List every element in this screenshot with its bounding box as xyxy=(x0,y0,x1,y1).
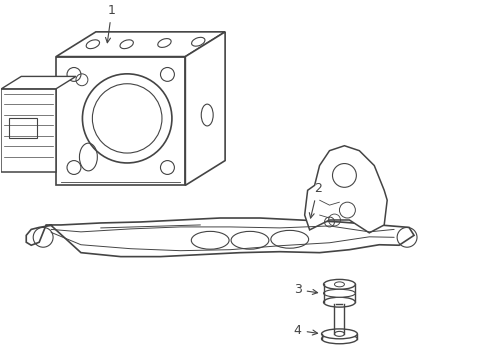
Text: 1: 1 xyxy=(105,4,116,43)
Ellipse shape xyxy=(323,297,355,307)
Polygon shape xyxy=(56,32,224,57)
Text: 4: 4 xyxy=(293,324,317,337)
Polygon shape xyxy=(1,89,56,172)
Ellipse shape xyxy=(321,334,357,344)
Polygon shape xyxy=(185,32,224,185)
Ellipse shape xyxy=(323,289,355,297)
Circle shape xyxy=(82,74,172,163)
Polygon shape xyxy=(26,218,413,257)
Polygon shape xyxy=(1,76,76,89)
Text: 2: 2 xyxy=(309,182,321,218)
Ellipse shape xyxy=(321,329,357,339)
Ellipse shape xyxy=(334,332,344,336)
Polygon shape xyxy=(56,57,185,185)
Ellipse shape xyxy=(323,279,355,289)
Text: 3: 3 xyxy=(293,283,317,296)
Bar xyxy=(9,118,37,138)
Polygon shape xyxy=(304,146,386,233)
